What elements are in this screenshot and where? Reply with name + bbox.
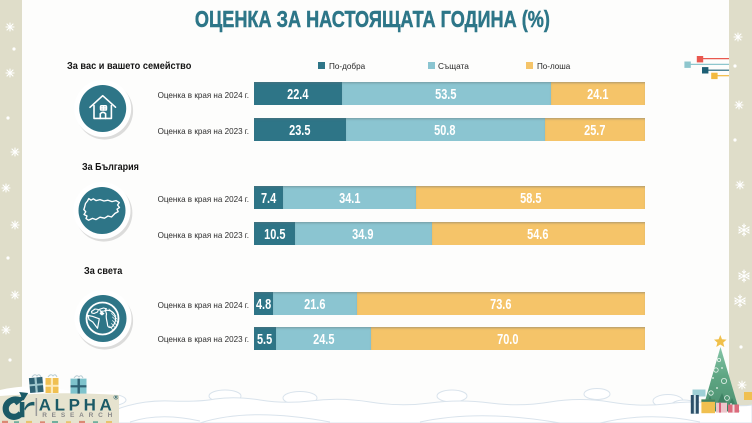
svg-text:ALPHA: ALPHA (39, 395, 116, 414)
svg-text:®: ® (114, 394, 119, 402)
svg-text:RESEARCH: RESEARCH (42, 412, 117, 419)
